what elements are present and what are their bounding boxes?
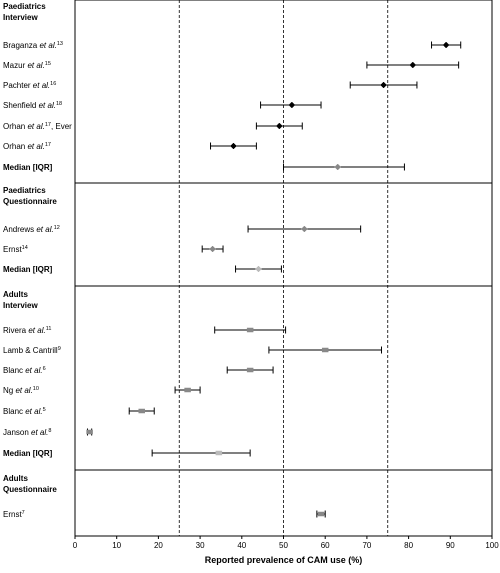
panel-title: Interview <box>3 13 38 22</box>
point-estimate-square <box>246 367 254 373</box>
row-label: Pachter et al.16 <box>3 81 56 90</box>
x-tick-label: 0 <box>73 541 78 550</box>
point-estimate-diamond <box>442 41 450 49</box>
point-estimate-diamond <box>288 101 296 109</box>
point-estimate-diamond <box>209 245 216 253</box>
row-label: Median [IQR] <box>3 265 53 274</box>
row-label: Ng et al.10 <box>3 386 39 395</box>
point-estimate-square <box>86 429 93 435</box>
panel-title: Interview <box>3 301 38 310</box>
point-estimate-square <box>138 408 145 414</box>
row-label: Ernst7 <box>3 510 25 519</box>
row-label: Orhan et al.17, Ever <box>3 122 72 131</box>
point-estimate-diamond <box>334 163 342 171</box>
x-tick-label: 30 <box>196 541 205 550</box>
panel-title: Adults <box>3 290 28 299</box>
x-tick-label: 40 <box>237 541 246 550</box>
panel-titles: Paediatrics Interview Paediatrics Questionn… <box>3 2 57 494</box>
reference-lines <box>178 0 389 536</box>
point-estimate-square <box>246 327 254 333</box>
point-estimate-square <box>184 387 191 393</box>
x-tick-label: 20 <box>154 541 163 550</box>
point-estimate-square <box>321 347 329 353</box>
point-estimate-diamond <box>230 142 237 150</box>
point-estimate-diamond <box>255 265 262 273</box>
point-estimate-square <box>215 450 223 456</box>
x-tick-label: 70 <box>362 541 371 550</box>
row-label: Median [IQR] <box>3 163 53 172</box>
panel-title: Paediatrics <box>3 186 46 195</box>
x-tick-label: 90 <box>446 541 455 550</box>
panel-title: Adults <box>3 474 28 483</box>
row-label: Orhan et al.17 <box>3 142 51 151</box>
x-axis: 0 10 20 30 40 50 60 70 80 90 100 <box>73 536 499 550</box>
panel-title: Questionnaire <box>3 197 57 206</box>
point-estimate-diamond <box>380 81 387 89</box>
row-label: Blanc et al.5 <box>3 407 46 416</box>
row-label: Lamb & Cantrill9 <box>3 346 61 355</box>
row-label: Ernst14 <box>3 245 28 254</box>
row-label: Median [IQR] <box>3 449 53 458</box>
x-tick-label: 10 <box>112 541 121 550</box>
row-label: Mazur et al.15 <box>3 61 51 70</box>
row-label: Shenfield et al.18 <box>3 101 62 110</box>
x-tick-label: 60 <box>321 541 330 550</box>
row-label: Andrews et al.12 <box>3 225 60 234</box>
point-estimate-square <box>317 511 325 517</box>
x-tick-label: 100 <box>485 541 499 550</box>
point-estimate-diamond <box>275 122 283 130</box>
point-estimate-diamond <box>409 61 417 69</box>
row-label: Janson et al.8 <box>3 428 51 437</box>
panel-title: Paediatrics <box>3 2 46 11</box>
x-tick-label: 80 <box>404 541 413 550</box>
x-tick-label: 50 <box>279 541 288 550</box>
panel-title: Questionnaire <box>3 485 57 494</box>
row-label: Blanc et al.6 <box>3 366 46 375</box>
x-axis-title: Reported prevalence of CAM use (%) <box>205 555 363 565</box>
row-label: Braganza et al.13 <box>3 41 63 50</box>
row-label: Rivera et al.11 <box>3 326 51 335</box>
rows-layer: Braganza et al.13 Mazur et al.15 Pachter e… <box>3 41 462 519</box>
point-estimate-diamond <box>300 225 308 233</box>
